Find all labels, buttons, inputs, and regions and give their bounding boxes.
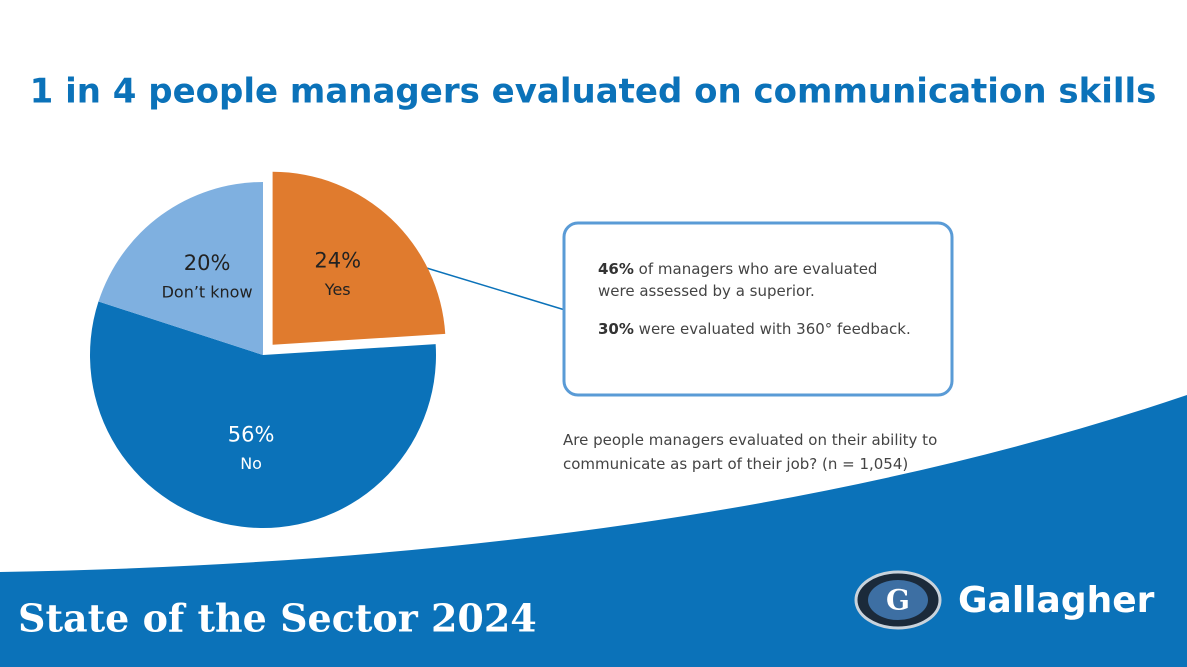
slice-value-label: 56% xyxy=(228,422,275,446)
brand-logo: G xyxy=(854,570,942,630)
callout-figure: 46% xyxy=(598,260,634,278)
pie-slice xyxy=(98,182,263,355)
chart-title: 1 in 4 people managers evaluated on comm… xyxy=(30,72,1157,112)
svg-text:G: G xyxy=(886,584,910,617)
callout-box xyxy=(562,221,954,397)
note: Are people managers evaluated on their a… xyxy=(563,431,938,473)
slice-value-label: 20% xyxy=(184,251,231,275)
callout: 46% of managers who are evaluated were a… xyxy=(598,258,918,356)
slice-value-label: 24% xyxy=(314,248,361,272)
footer-title: State of the Sector 2024 xyxy=(18,596,537,641)
slice-category-label: Yes xyxy=(324,280,351,299)
callout-figure: 30% xyxy=(598,320,634,338)
callout-connector xyxy=(419,265,566,311)
brand-name: Gallagher xyxy=(958,580,1155,621)
callout-text: of managers who are evaluated were asses… xyxy=(598,260,878,300)
callout-item: 46% of managers who are evaluated were a… xyxy=(598,258,918,302)
slice-category-label: No xyxy=(240,454,262,473)
slice-category-label: Don’t know xyxy=(162,283,253,302)
callout-item: 30% were evaluated with 360° feedback. xyxy=(598,318,918,340)
pie-slice xyxy=(89,301,437,529)
callout-text: were evaluated with 360° feedback. xyxy=(633,320,911,338)
pie-slice xyxy=(272,171,446,345)
pie: 24% Yes 56% No 20% Don’t know xyxy=(89,171,446,529)
